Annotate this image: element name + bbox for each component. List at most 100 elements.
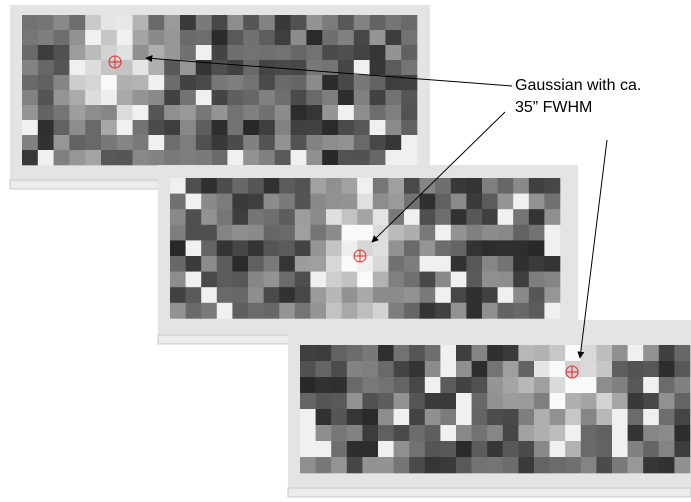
pixel: [180, 120, 196, 135]
pixel: [279, 272, 295, 288]
pixel: [498, 240, 514, 256]
pixel: [22, 45, 38, 60]
pixel: [170, 240, 186, 256]
pixel: [482, 209, 498, 225]
pixel: [54, 30, 70, 45]
pixel: [347, 393, 363, 409]
pixel: [550, 393, 566, 409]
pixel: [275, 30, 291, 45]
pixel: [451, 209, 467, 225]
pixel: [38, 30, 54, 45]
pixel: [291, 75, 307, 90]
pixel: [22, 120, 38, 135]
pixel: [370, 75, 386, 90]
pixel: [326, 240, 342, 256]
pixel: [550, 409, 566, 425]
pixel: [54, 135, 70, 150]
pixel: [186, 256, 202, 272]
pixel: [482, 194, 498, 210]
pixel: [243, 60, 259, 75]
pixel: [279, 194, 295, 210]
pixel: [264, 209, 280, 225]
pixel: [370, 15, 386, 30]
pixel: [227, 30, 243, 45]
pixel: [342, 225, 358, 241]
pixel: [133, 150, 149, 165]
pixel: [503, 377, 519, 393]
pixel: [54, 45, 70, 60]
pixel: [248, 272, 264, 288]
pixel: [306, 30, 322, 45]
pixel: [550, 441, 566, 457]
pixel: [148, 90, 164, 105]
pixel: [529, 225, 545, 241]
pixel: [322, 15, 338, 30]
pixel: [212, 120, 228, 135]
pixel: [472, 457, 488, 473]
pixel: [279, 240, 295, 256]
pixel: [331, 393, 347, 409]
pixel: [472, 425, 488, 441]
pixel: [425, 409, 441, 425]
pixel: [518, 393, 534, 409]
pixel: [385, 90, 401, 105]
pixel: [248, 194, 264, 210]
pixel: [259, 90, 275, 105]
pixel: [180, 60, 196, 75]
pixel: [503, 361, 519, 377]
pixel: [186, 209, 202, 225]
pixel: [354, 45, 370, 60]
pixel: [401, 30, 417, 45]
pixel: [316, 345, 332, 361]
pixel: [354, 60, 370, 75]
pixel: [518, 441, 534, 457]
pixel: [170, 225, 186, 241]
pixel: [388, 209, 404, 225]
pixel: [440, 441, 456, 457]
page: {"annotation": {"lines": ["Gaussian with…: [0, 0, 691, 502]
pixel: [394, 345, 410, 361]
pixel: [498, 303, 514, 319]
pixel: [264, 303, 280, 319]
pixel: [217, 303, 233, 319]
pixel: [565, 425, 581, 441]
pixel: [227, 135, 243, 150]
pixel: [217, 256, 233, 272]
pixel: [342, 240, 358, 256]
pixel: [370, 135, 386, 150]
pixel: [316, 409, 332, 425]
pixel: [38, 150, 54, 165]
pixel: [529, 194, 545, 210]
pixel: [248, 287, 264, 303]
pixel: [331, 425, 347, 441]
pixel: [487, 457, 503, 473]
pixel: [378, 361, 394, 377]
pixel: [370, 30, 386, 45]
pixel: [503, 409, 519, 425]
pixel: [243, 75, 259, 90]
pixel: [291, 60, 307, 75]
pixel: [259, 75, 275, 90]
pixel: [54, 105, 70, 120]
panel-bar: [288, 488, 691, 497]
pixel: [227, 105, 243, 120]
pixel: [401, 90, 417, 105]
pixel: [201, 256, 217, 272]
pixel: [472, 409, 488, 425]
pixel: [212, 60, 228, 75]
pixel: [331, 457, 347, 473]
pixel: [342, 209, 358, 225]
pixel: [279, 178, 295, 194]
pixel: [133, 105, 149, 120]
pixel: [342, 178, 358, 194]
pixel: [544, 256, 560, 272]
pixel: [310, 256, 326, 272]
pixel: [451, 303, 467, 319]
pixel: [248, 178, 264, 194]
pixel: [409, 393, 425, 409]
pixel: [217, 209, 233, 225]
pixel: [388, 287, 404, 303]
pixel: [513, 287, 529, 303]
pixel: [347, 409, 363, 425]
pixel: [643, 345, 659, 361]
